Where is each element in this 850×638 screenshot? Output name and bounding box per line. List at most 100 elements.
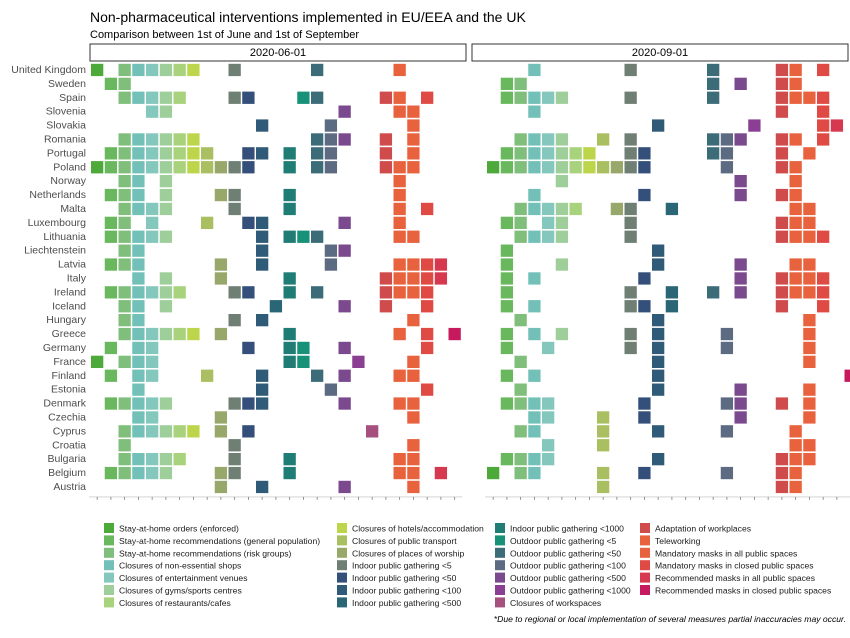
cell-2020-09-01-greece-m23 (803, 327, 816, 341)
cell-2020-09-01-spain-m16 (707, 91, 720, 104)
legend-swatch-6 (104, 597, 114, 608)
country-label-romania: Romania (44, 134, 86, 146)
cell-2020-06-01-romania-m17 (324, 133, 338, 146)
cell-2020-09-01-spain-m21 (775, 91, 789, 104)
cell-2020-06-01-latvia-m3 (132, 258, 145, 271)
cell-2020-09-01-spain-m22 (789, 91, 802, 104)
cell-2020-06-01-united-kingdom-m3 (132, 63, 145, 77)
legend-label-24: Mandatory masks in closed public spaces (655, 561, 814, 571)
cell-2020-09-01-latvia-m5 (555, 258, 569, 271)
country-label-poland: Poland (53, 161, 86, 173)
cell-2020-09-01-cyprus-m2 (514, 425, 527, 438)
cell-2020-06-01-cyprus-m20 (366, 425, 379, 438)
cell-2020-06-01-bulgaria-m10 (228, 453, 241, 466)
cell-2020-09-01-germany-m1 (500, 341, 514, 355)
cell-2020-06-01-luxembourg-m4 (146, 216, 159, 229)
cell-2020-06-01-belgium-m14 (283, 466, 296, 480)
cell-2020-06-01-romania-m3 (132, 133, 145, 146)
cell-2020-06-01-netherlands-m1 (104, 188, 118, 202)
cell-2020-06-01-poland-m23 (407, 161, 420, 174)
legend-label-7: Closures of hotels/accommodation (352, 524, 484, 534)
x-axis-ticks (89, 496, 850, 500)
cell-2020-06-01-poland-m17 (324, 161, 338, 174)
cell-2020-06-01-lithuania-m12 (256, 230, 269, 243)
cell-2020-06-01-greece-m22 (393, 327, 406, 341)
cell-2020-06-01-malta-m10 (228, 202, 241, 216)
cell-2020-06-01-hungary-m12 (256, 314, 269, 327)
cell-2020-06-01-ireland-m22 (393, 286, 406, 299)
legend-swatch-16 (495, 547, 505, 558)
cell-2020-09-01-romania-m8 (597, 133, 610, 146)
country-label-malta: Malta (60, 203, 86, 215)
cell-2020-06-01-united-kingdom-m0 (91, 63, 104, 77)
legend-swatch-12 (337, 585, 347, 595)
cell-2020-06-01-norway-m5 (159, 175, 173, 188)
legend-label-10: Indoor public gathering <5 (352, 561, 452, 571)
cell-2020-09-01-italy-m3 (528, 272, 541, 285)
cell-2020-09-01-lithuania-m22 (789, 230, 802, 243)
cell-2020-09-01-ireland-m22 (789, 286, 802, 299)
cell-2020-09-01-italy-m18 (734, 272, 747, 285)
legend-label-23: Mandatory masks in all public spaces (655, 548, 797, 558)
legend-swatch-9 (337, 547, 347, 558)
cell-2020-09-01-belgium-m3 (528, 466, 541, 480)
cell-2020-06-01-luxembourg-m22 (393, 216, 406, 229)
legend-swatch-19 (495, 585, 505, 595)
cell-2020-06-01-czechia-m9 (214, 411, 228, 424)
cell-2020-06-01-bulgaria-m5 (159, 453, 173, 466)
cell-2020-06-01-malta-m2 (118, 202, 131, 216)
cell-2020-09-01-portugal-m23 (803, 147, 816, 160)
cell-2020-09-01-liechtenstein-m12 (652, 244, 665, 257)
cell-2020-09-01-united-kingdom-m10 (624, 63, 637, 77)
cell-2020-09-01-luxembourg-m10 (624, 216, 637, 229)
cell-2020-09-01-belgium-m2 (514, 466, 527, 480)
cell-2020-06-01-belgium-m4 (146, 466, 159, 480)
panel-header-june (89, 43, 467, 62)
cell-2020-09-01-estonia-m2 (514, 383, 527, 396)
cell-2020-06-01-portugal-m2 (118, 147, 131, 160)
cell-2020-06-01-greece-m4 (146, 327, 159, 341)
cell-2020-09-01-ireland-m18 (734, 286, 747, 299)
legend-swatch-7 (337, 523, 347, 533)
cell-2020-06-01-romania-m5 (159, 133, 173, 146)
cell-2020-06-01-lithuania-m23 (407, 230, 420, 243)
cell-2020-09-01-luxembourg-m21 (775, 216, 789, 229)
cell-2020-06-01-portugal-m11 (242, 147, 255, 160)
legend-label-14: Indoor public gathering <1000 (510, 524, 624, 534)
cell-2020-09-01-belgium-m17 (720, 466, 734, 480)
cell-2020-06-01-united-kingdom-m22 (393, 63, 406, 77)
cell-2020-06-01-romania-m21 (379, 133, 393, 146)
cell-2020-06-01-denmark-m23 (407, 397, 420, 410)
legend-swatch-3 (104, 560, 114, 571)
cell-2020-06-01-czechia-m3 (132, 411, 145, 424)
cell-2020-09-01-estonia-m23 (803, 383, 816, 396)
cell-2020-06-01-romania-m16 (311, 133, 324, 146)
cell-2020-06-01-poland-m7 (187, 161, 200, 174)
cell-2020-09-01-cyprus-m12 (652, 425, 665, 438)
cell-2020-06-01-netherlands-m22 (393, 188, 406, 202)
cell-2020-06-01-portugal-m5 (159, 147, 173, 160)
cell-2020-06-01-greece-m7 (187, 327, 200, 341)
cell-2020-06-01-france-m0 (91, 355, 104, 368)
cell-2020-09-01-italy-m22 (789, 272, 802, 285)
cell-2020-06-01-italy-m23 (407, 272, 420, 285)
legend-label-17: Outdoor public gathering <100 (510, 561, 626, 571)
legend-swatch-14 (495, 523, 505, 533)
legend-swatch-2 (104, 547, 114, 558)
cell-2020-06-01-cyprus-m9 (214, 425, 228, 438)
cell-2020-06-01-ireland-m2 (118, 286, 131, 299)
cell-2020-06-01-france-m15 (297, 355, 310, 368)
cell-2020-09-01-poland-m1 (500, 161, 514, 174)
cell-2020-06-01-cyprus-m5 (159, 425, 173, 438)
cell-2020-06-01-finland-m23 (407, 369, 420, 382)
legend-swatch-22 (640, 535, 650, 546)
cell-2020-06-01-united-kingdom-m4 (146, 63, 159, 77)
cell-2020-09-01-portugal-m10 (624, 147, 637, 160)
cell-2020-06-01-malta-m5 (159, 202, 173, 216)
legend-label-2: Stay-at-home recommendations (risk group… (119, 548, 292, 558)
cell-2020-09-01-italy-m1 (500, 272, 514, 285)
cell-2020-06-01-denmark-m2 (118, 397, 131, 410)
cell-2020-06-01-latvia-m1 (104, 258, 118, 271)
cell-2020-09-01-malta-m4 (542, 202, 555, 216)
country-label-norway: Norway (50, 175, 86, 187)
